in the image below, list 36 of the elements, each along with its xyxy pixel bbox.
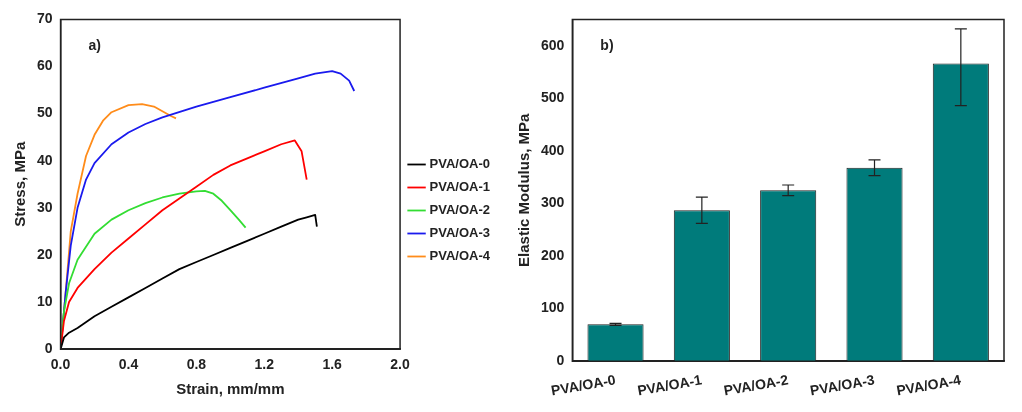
y-tick-label: 500 xyxy=(541,89,565,106)
y-tick-label: 300 xyxy=(541,194,565,211)
x-tick-label: 1.2 xyxy=(254,356,275,373)
y-tick-label: 50 xyxy=(36,104,53,121)
x-tick-label: PVA/OA-0 xyxy=(549,371,617,399)
y-tick-label: 100 xyxy=(541,299,565,316)
x-tick-label: PVA/OA-3 xyxy=(808,371,876,399)
x-tick-label: PVA/OA-4 xyxy=(895,371,963,399)
legend-label: PVA/OA-1 xyxy=(429,179,490,195)
y-tick-label: 20 xyxy=(36,245,53,262)
y-tick-label: 30 xyxy=(36,198,53,215)
y-tick-label: 400 xyxy=(541,141,565,158)
x-tick-label: 0.0 xyxy=(50,356,71,373)
y-tick-label: 60 xyxy=(36,57,53,74)
x-tick-label: 0.8 xyxy=(186,356,207,373)
x-tick-label: 1.6 xyxy=(322,356,343,373)
y-tick-label: 200 xyxy=(541,246,565,263)
x-axis-title: Strain, mm/mm xyxy=(176,380,285,398)
legend-label: PVA/OA-4 xyxy=(429,248,491,264)
x-tick-label: PVA/OA-1 xyxy=(636,371,704,399)
y-tick-label: 0 xyxy=(44,340,53,357)
x-tick-label: 0.4 xyxy=(118,356,139,373)
annotation: a) xyxy=(88,37,102,54)
legend-label: PVA/OA-2 xyxy=(429,202,490,218)
y-tick-label: 40 xyxy=(36,151,53,168)
y-axis-title: Elastic Modulus, MPa xyxy=(515,112,533,267)
x-tick-label: PVA/OA-2 xyxy=(722,371,790,399)
y-tick-label: 10 xyxy=(36,292,53,309)
y-tick-label: 70 xyxy=(36,10,53,27)
x-tick-label: 2.0 xyxy=(390,356,411,373)
y-tick-label: 600 xyxy=(541,36,565,53)
y-axis-title: Stress, MPa xyxy=(11,141,29,227)
annotation: b) xyxy=(600,37,614,54)
legend-label: PVA/OA-3 xyxy=(429,225,490,241)
y-tick-label: 0 xyxy=(556,352,565,369)
legend-label: PVA/OA-0 xyxy=(429,156,490,172)
